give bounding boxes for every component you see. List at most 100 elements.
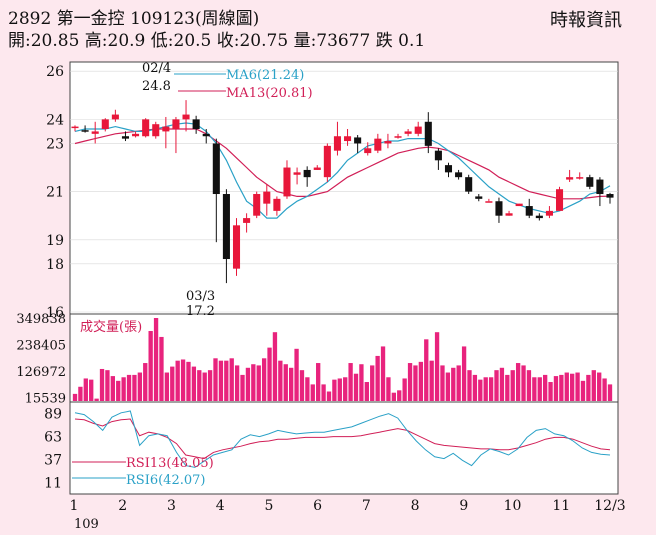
- candle-body: [434, 150, 442, 161]
- volume-bar: [602, 378, 607, 401]
- volume-bar: [121, 377, 126, 401]
- candle-body: [111, 114, 119, 120]
- volume-bar: [472, 374, 478, 401]
- volume-bar: [391, 392, 396, 401]
- candle-body: [333, 136, 341, 151]
- rsi-tick-labels: 11 37 63 89: [44, 407, 62, 492]
- candle-body: [293, 172, 301, 175]
- x-axis-label: 6: [313, 498, 322, 514]
- x-axis-year: 109: [74, 517, 99, 532]
- candle-body: [606, 194, 614, 198]
- candle-body: [142, 119, 150, 137]
- volume-bar: [191, 366, 197, 401]
- rsi-tick-label: 11: [44, 475, 62, 491]
- price-tick-label: 23: [46, 136, 64, 152]
- volume-bar: [272, 332, 278, 401]
- candle-body: [586, 177, 594, 187]
- volume-tick-label: 126972: [16, 365, 66, 380]
- volume-bar: [467, 370, 472, 401]
- volume-tick-label: 238405: [16, 338, 66, 353]
- x-axis-labels: 1 2 3 4 5 6 7 8 9 10 11 12/3: [70, 498, 626, 514]
- ohlc-summary: 開:20.85 高:20.9 低:20.5 收:20.75 量:73677 跌 …: [8, 31, 426, 51]
- volume-bar: [110, 376, 115, 401]
- price-tick-label: 19: [46, 233, 64, 249]
- volume-bar: [580, 380, 586, 401]
- candle-body: [162, 126, 170, 132]
- candlesticks: [71, 100, 614, 284]
- volume-tick-labels: 15539 126972 238405 349838: [16, 312, 66, 406]
- candle-body: [172, 119, 180, 130]
- volume-bar: [515, 363, 521, 401]
- rsi6-legend-label: RSI6(42.07): [126, 473, 205, 488]
- candle-body: [505, 213, 513, 216]
- candle-body: [455, 172, 463, 178]
- volume-bar: [348, 363, 353, 401]
- volume-bar: [343, 377, 348, 401]
- volume-bar: [575, 372, 580, 401]
- candle-body: [182, 114, 190, 120]
- candle-body: [81, 130, 89, 132]
- price-tick-label: 18: [46, 257, 64, 273]
- volume-bar: [137, 372, 143, 401]
- low-date-annotation: 03/3: [186, 289, 215, 304]
- volume-bar: [153, 318, 159, 401]
- volume-bar: [597, 372, 602, 401]
- volume-bar: [94, 398, 99, 401]
- candle-body: [354, 137, 362, 144]
- publisher-brand: 時報資訊: [550, 10, 622, 31]
- candle-body: [283, 167, 291, 197]
- volume-title: 成交量(張): [80, 319, 142, 335]
- candle-body: [394, 136, 402, 138]
- volume-bar: [445, 372, 451, 401]
- volume-bar: [126, 374, 132, 401]
- volume-bar: [478, 379, 483, 401]
- candle-body: [384, 141, 392, 144]
- volume-bar: [418, 361, 424, 401]
- volume-bar: [440, 365, 445, 401]
- volume-bar: [202, 372, 207, 401]
- candle-body: [202, 133, 210, 137]
- x-axis-label: 7: [362, 498, 371, 514]
- volume-bar: [261, 358, 267, 401]
- candle-body: [444, 165, 453, 173]
- candle-body: [555, 189, 564, 211]
- volume-bar: [245, 367, 251, 401]
- volume-bar: [305, 377, 310, 401]
- candle-body: [313, 167, 321, 170]
- volume-bar: [175, 360, 180, 401]
- candle-body: [243, 218, 251, 223]
- volume-tick-label: 349838: [16, 312, 66, 327]
- volume-bar: [164, 372, 170, 401]
- volume-bar: [251, 364, 256, 401]
- volume-bar: [461, 346, 467, 401]
- volume-bar: [570, 373, 575, 401]
- candle-body: [414, 126, 422, 134]
- volume-bar: [283, 364, 288, 401]
- candle-body: [576, 177, 584, 179]
- price-tick-label: 21: [46, 185, 64, 201]
- volume-bar: [89, 379, 94, 401]
- x-axis-label: 8: [411, 498, 420, 514]
- candle-body: [465, 177, 473, 192]
- volume-bar: [364, 382, 369, 401]
- candle-body: [535, 215, 543, 219]
- volume-bar: [337, 378, 342, 401]
- candle-body: [525, 206, 533, 216]
- rsi13-legend-label: RSI13(48.05): [126, 456, 214, 471]
- volume-bar: [234, 365, 240, 401]
- volume-bar: [429, 360, 434, 401]
- volume-bar: [542, 374, 548, 401]
- candle-body: [253, 194, 261, 216]
- volume-bar: [105, 370, 110, 401]
- volume-bar: [532, 377, 537, 401]
- candle-body: [323, 145, 331, 178]
- x-axis-label: 12/3: [594, 498, 625, 514]
- volume-bar: [407, 363, 413, 401]
- candle-body: [364, 148, 372, 154]
- high-date-annotation: 02/4: [142, 61, 171, 76]
- candle-body: [374, 138, 382, 151]
- volume-bar: [424, 339, 429, 401]
- candle-body: [222, 194, 230, 260]
- candle-body: [545, 210, 553, 216]
- volume-bar: [548, 382, 553, 401]
